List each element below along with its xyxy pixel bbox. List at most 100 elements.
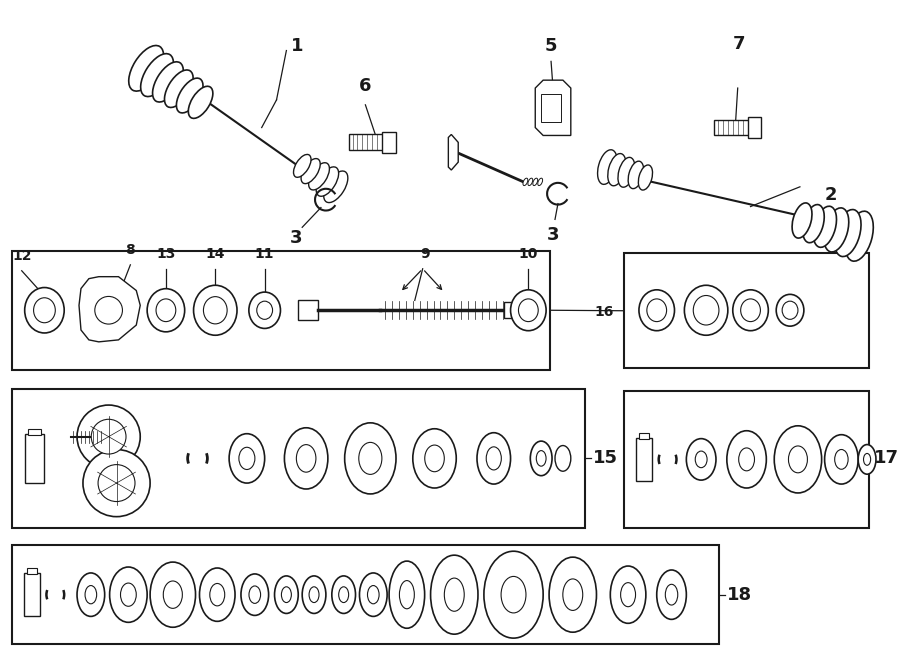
Ellipse shape [608, 153, 626, 186]
Ellipse shape [665, 584, 678, 605]
Circle shape [94, 296, 122, 324]
Ellipse shape [533, 178, 537, 186]
Bar [298, 300, 318, 320]
Ellipse shape [530, 441, 552, 476]
Bar [23, 573, 40, 617]
Ellipse shape [274, 576, 298, 613]
Ellipse shape [359, 442, 382, 475]
Bar [714, 120, 758, 136]
Ellipse shape [153, 61, 184, 102]
Ellipse shape [367, 586, 379, 603]
Ellipse shape [256, 301, 273, 319]
Ellipse shape [518, 299, 538, 322]
Ellipse shape [536, 451, 546, 466]
Ellipse shape [430, 555, 478, 634]
Text: 6: 6 [359, 77, 372, 95]
Ellipse shape [316, 167, 338, 196]
Ellipse shape [484, 551, 544, 638]
Bar [541, 94, 561, 122]
Ellipse shape [501, 576, 526, 613]
Ellipse shape [324, 171, 347, 203]
Text: 5: 5 [544, 38, 557, 56]
Ellipse shape [302, 159, 320, 184]
Polygon shape [79, 277, 140, 342]
Ellipse shape [695, 451, 707, 468]
Bar [348, 134, 392, 150]
Ellipse shape [345, 423, 396, 494]
Bar [24, 434, 44, 483]
Ellipse shape [610, 566, 646, 623]
Ellipse shape [194, 286, 237, 335]
Text: 1: 1 [292, 36, 304, 55]
Polygon shape [448, 134, 458, 170]
Ellipse shape [200, 568, 235, 621]
Ellipse shape [425, 445, 445, 472]
Ellipse shape [639, 290, 674, 330]
Ellipse shape [203, 297, 227, 324]
Ellipse shape [824, 208, 849, 252]
Text: 12: 12 [12, 249, 32, 263]
Polygon shape [536, 80, 571, 136]
Ellipse shape [528, 178, 533, 186]
Ellipse shape [249, 586, 261, 603]
Text: 3: 3 [547, 226, 559, 245]
Ellipse shape [188, 87, 213, 118]
Text: 16: 16 [595, 305, 615, 319]
Ellipse shape [77, 573, 104, 617]
Bar [639, 433, 649, 439]
Ellipse shape [628, 161, 644, 188]
Ellipse shape [249, 292, 281, 329]
Ellipse shape [282, 587, 292, 603]
Circle shape [98, 465, 135, 502]
Ellipse shape [241, 574, 268, 615]
Ellipse shape [621, 582, 635, 607]
Text: 9: 9 [419, 247, 429, 261]
Ellipse shape [332, 576, 356, 613]
Circle shape [91, 419, 126, 454]
Ellipse shape [24, 288, 64, 333]
Bar [12, 251, 550, 369]
Circle shape [83, 449, 150, 517]
Ellipse shape [293, 155, 311, 177]
Ellipse shape [834, 449, 848, 469]
Ellipse shape [309, 587, 319, 603]
Ellipse shape [389, 561, 425, 628]
Text: 18: 18 [727, 586, 752, 603]
Ellipse shape [598, 150, 617, 184]
Ellipse shape [359, 573, 387, 617]
Bar [382, 132, 396, 153]
Ellipse shape [302, 576, 326, 613]
Ellipse shape [782, 301, 798, 319]
Ellipse shape [147, 289, 184, 332]
Ellipse shape [150, 562, 195, 627]
Ellipse shape [477, 433, 510, 484]
Bar [636, 438, 652, 481]
Ellipse shape [238, 447, 255, 469]
Bar [748, 117, 761, 138]
Ellipse shape [296, 445, 316, 472]
Ellipse shape [110, 567, 147, 622]
Ellipse shape [792, 203, 812, 238]
Ellipse shape [140, 54, 174, 97]
Text: 3: 3 [290, 229, 302, 247]
Ellipse shape [400, 580, 414, 609]
Bar [27, 568, 37, 574]
Text: 4: 4 [853, 303, 866, 321]
Ellipse shape [176, 78, 203, 113]
Text: 11: 11 [255, 247, 274, 261]
Text: 17: 17 [874, 449, 899, 467]
Ellipse shape [684, 286, 728, 335]
Ellipse shape [733, 290, 769, 330]
Ellipse shape [863, 453, 870, 465]
Ellipse shape [739, 448, 754, 471]
Ellipse shape [618, 157, 634, 187]
Ellipse shape [284, 428, 328, 489]
Ellipse shape [538, 178, 543, 186]
Ellipse shape [309, 163, 329, 190]
Ellipse shape [165, 70, 194, 108]
Text: 14: 14 [205, 247, 225, 261]
Text: 13: 13 [157, 247, 176, 261]
Ellipse shape [413, 429, 456, 488]
Ellipse shape [803, 204, 824, 243]
Ellipse shape [638, 165, 652, 190]
